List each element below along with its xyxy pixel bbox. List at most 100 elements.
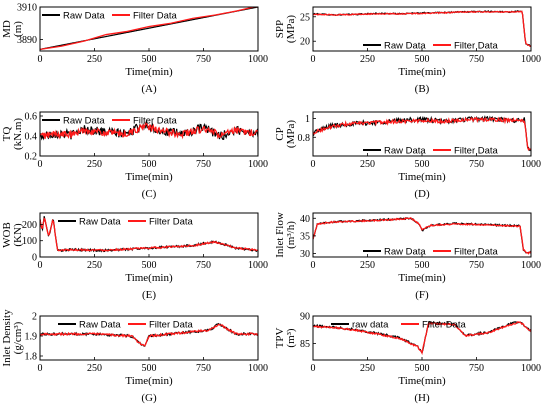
y-tick-label: 200 (22, 220, 37, 231)
y-axis-label-line: WOB (1, 222, 13, 248)
legend-label-raw: Raw Data (384, 146, 426, 157)
legend-label-filter: Filter Data (422, 320, 467, 331)
series-line-filter (40, 121, 258, 140)
y-tick-label: 20 (300, 37, 310, 48)
series-line-raw (313, 115, 531, 152)
x-tick-label: 750 (469, 363, 484, 374)
y-axis-label-line: (kN.m) (12, 118, 24, 150)
x-axis-label: Time(min) (398, 171, 446, 183)
x-tick-label: 250 (360, 363, 375, 374)
legend-label-filter: Filter Data (149, 217, 194, 228)
x-tick-label: 0 (38, 159, 43, 170)
panel-A: 0 250 500 750 1000 3890 3910 Time(min) (A) MD(m) R… (1, 3, 268, 96)
x-tick-label: 0 (38, 54, 43, 65)
y-tick-label: 3890 (17, 35, 37, 46)
x-axis-label: Time(min) (125, 375, 173, 387)
x-tick-label: 500 (415, 54, 430, 65)
legend-label-raw: Raw Data (384, 247, 426, 258)
y-axis-label-line: (g/cm³) (12, 321, 24, 354)
y-axis-label-line: (m³) (285, 328, 297, 348)
x-tick-label: 0 (311, 54, 316, 65)
x-tick-label: 750 (196, 260, 211, 271)
x-tick-label: 0 (38, 363, 43, 374)
y-tick-label: 0.8 (298, 133, 311, 144)
y-axis-label-line: (KN) (12, 223, 24, 247)
series-line-filter (313, 10, 531, 47)
x-tick-label: 500 (415, 363, 430, 374)
y-axis-label: MD(m) (1, 20, 24, 38)
series-line-filter (313, 321, 531, 356)
panel-B: 0 250 500 750 1000 20 25 Time(min) (B) SPP(MPa) Ra… (274, 6, 541, 95)
panel-caption: (D) (414, 188, 430, 200)
x-tick-label: 750 (469, 159, 484, 170)
y-axis-label-line: (MPa) (285, 120, 297, 148)
legend: Raw Data Filter Data (363, 146, 499, 157)
series-line-filter (40, 323, 258, 347)
legend: Raw Data Filter Data (58, 320, 194, 331)
panel-F: 0 250 500 750 1000 30 35 40 Time(min) (F) Inlet Fl… (274, 212, 541, 301)
x-axis-label: Time(min) (398, 66, 446, 78)
legend: Raw Data Filter Data (363, 41, 499, 52)
y-tick-label: 0.2 (25, 152, 38, 163)
x-tick-label: 500 (142, 54, 157, 65)
y-axis-label-line: TPV (274, 328, 286, 349)
legend-label-filter: Filter Data (133, 11, 178, 22)
panel-caption: (H) (414, 392, 430, 404)
x-tick-label: 0 (38, 260, 43, 271)
y-axis-label-line: Inlet Density (1, 309, 13, 367)
legend-label-raw: Raw Data (79, 320, 121, 331)
y-tick-label: 0 (32, 253, 37, 264)
x-tick-label: 500 (142, 159, 157, 170)
panel-caption: (F) (415, 289, 429, 301)
x-tick-label: 0 (311, 363, 316, 374)
x-tick-label: 750 (196, 159, 211, 170)
x-tick-label: 250 (360, 54, 375, 65)
x-tick-label: 0 (311, 260, 316, 271)
y-tick-label: 90 (300, 312, 310, 323)
x-tick-label: 250 (87, 260, 102, 271)
y-tick-label: 1 (305, 114, 310, 125)
x-tick-label: 750 (469, 54, 484, 65)
panel-caption: (G) (141, 392, 157, 404)
y-tick-label: 85 (300, 339, 310, 350)
panel-D: 0 250 500 750 1000 0.8 1 Time(min) (D) CP(MPa) Raw… (274, 111, 541, 200)
panel-H: 0 250 500 750 1000 85 90 Time(min) (H) TPV(m³) raw… (274, 312, 541, 405)
legend-label-filter: Filter Data (133, 116, 178, 127)
legend-label-raw: Raw Data (79, 217, 121, 228)
legend-label-filter: Filter Data (454, 41, 499, 52)
y-tick-label: 1.9 (25, 332, 38, 343)
y-axis-label: Inlet Flow(m³/h) (274, 212, 297, 258)
x-tick-label: 1000 (248, 54, 268, 65)
x-axis-label: Time(min) (125, 272, 173, 284)
x-tick-label: 500 (415, 159, 430, 170)
y-tick-label: 35 (300, 231, 310, 242)
y-axis-label-line: SPP (274, 20, 286, 38)
legend-label-raw: Raw Data (63, 11, 105, 22)
y-axis-label: CP(MPa) (274, 120, 297, 148)
y-axis-label-line: (MPa) (285, 15, 297, 43)
x-tick-label: 750 (469, 260, 484, 271)
x-tick-label: 500 (142, 260, 157, 271)
x-tick-label: 1000 (521, 159, 541, 170)
x-tick-label: 250 (360, 159, 375, 170)
series-line-filter (40, 217, 258, 252)
y-tick-label: 1.8 (25, 352, 38, 363)
legend: Raw Data Filter Data (58, 217, 194, 228)
panel-C: 0 250 500 750 1000 0.2 0.4 0.6 Time(min) (C) TQ(kN… (1, 111, 268, 200)
y-axis-label: Inlet Density(g/cm³) (1, 309, 24, 367)
y-tick-label: 100 (22, 236, 37, 247)
y-axis-label-line: MD (1, 20, 13, 38)
x-tick-label: 250 (87, 363, 102, 374)
legend-label-filter: Filter Data (454, 146, 499, 157)
x-tick-label: 500 (415, 260, 430, 271)
x-tick-label: 0 (311, 159, 316, 170)
x-tick-label: 1000 (521, 54, 541, 65)
x-axis-label: Time(min) (125, 66, 173, 78)
series-line-filter (313, 217, 531, 255)
legend-label-raw: Raw Data (63, 116, 105, 127)
panel-caption: (B) (415, 83, 430, 95)
x-tick-label: 1000 (248, 363, 268, 374)
legend: raw data Filter Data (331, 320, 467, 331)
y-tick-label: 25 (300, 12, 310, 23)
